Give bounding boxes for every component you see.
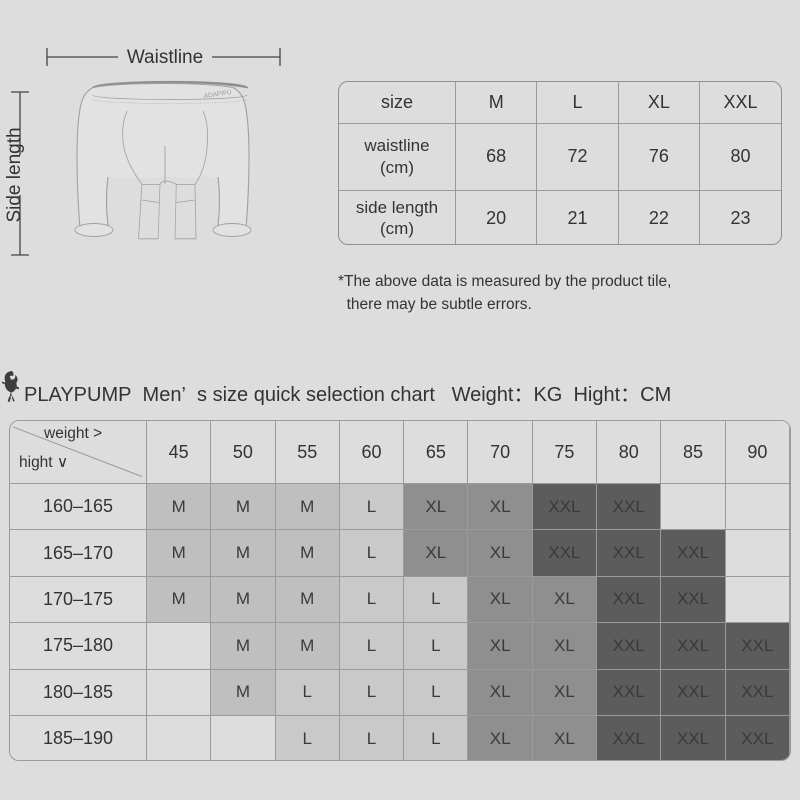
svg-text:Waistline: Waistline xyxy=(127,47,203,68)
svg-text:Side length: Side length xyxy=(4,127,25,222)
